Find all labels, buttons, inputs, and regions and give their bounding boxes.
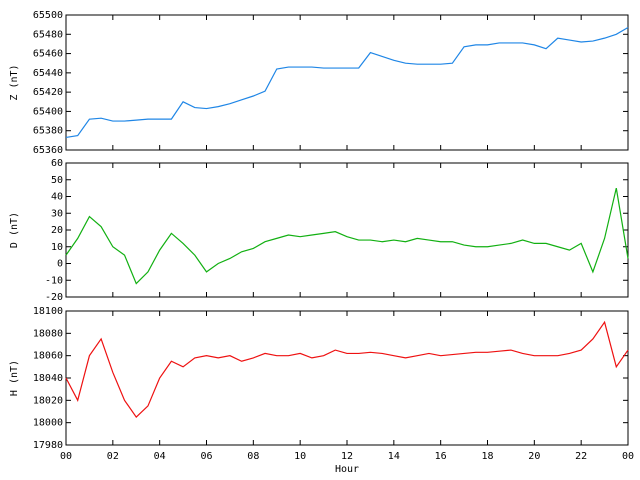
data-line — [65, 320, 629, 418]
y-tick-label: 65480 — [33, 29, 63, 40]
x-tick-label: 06 — [200, 451, 212, 462]
y-tick-label: 60 — [51, 158, 63, 169]
plot-frame — [65, 310, 629, 446]
x-tick-label: 16 — [435, 451, 447, 462]
y-tick-label: 18020 — [33, 395, 63, 406]
x-tick-label: 12 — [341, 451, 353, 462]
plot-frame — [65, 162, 629, 298]
plot-frame — [65, 14, 629, 151]
y-tick-label: -20 — [45, 292, 63, 303]
x-axis-label: Hour — [335, 464, 359, 475]
y-tick-label: 30 — [51, 208, 63, 219]
x-tick-label: 10 — [294, 451, 306, 462]
y-tick-label: 65360 — [33, 145, 63, 156]
x-tick-label: 18 — [481, 451, 493, 462]
data-line — [65, 27, 629, 139]
y-tick-label: 65400 — [33, 106, 63, 117]
y-tick-label: 65420 — [33, 87, 63, 98]
y-axis-label: H (nT) — [9, 360, 20, 396]
x-tick-label: 14 — [388, 451, 400, 462]
x-tick-label: 22 — [575, 451, 587, 462]
x-tick-label: 00 — [60, 451, 72, 462]
y-tick-label: 65460 — [33, 49, 63, 60]
y-tick-label: 18040 — [33, 373, 63, 384]
y-tick-label: 17980 — [33, 440, 63, 451]
x-tick-label: 02 — [107, 451, 119, 462]
x-tick-label: 00 — [622, 451, 634, 462]
y-tick-label: 18100 — [33, 306, 63, 317]
y-tick-label: 65380 — [33, 126, 63, 137]
y-axis-label: Z (nT) — [9, 64, 20, 100]
y-tick-label: 18060 — [33, 351, 63, 362]
x-tick-label: 08 — [247, 451, 259, 462]
y-tick-label: 50 — [51, 175, 63, 186]
y-tick-label: 18080 — [33, 328, 63, 339]
y-axis-label: D (nT) — [9, 212, 20, 248]
x-tick-label: 04 — [154, 451, 166, 462]
x-tick-label: 20 — [528, 451, 540, 462]
y-tick-label: 0 — [57, 259, 63, 270]
y-tick-label: 20 — [51, 225, 63, 236]
y-tick-label: 40 — [51, 192, 63, 203]
y-tick-label: 18000 — [33, 418, 63, 429]
y-tick-label: 10 — [51, 242, 63, 253]
y-tick-label: -10 — [45, 275, 63, 286]
data-line — [65, 187, 629, 285]
y-tick-label: 65440 — [33, 68, 63, 79]
y-tick-label: 65500 — [33, 10, 63, 21]
